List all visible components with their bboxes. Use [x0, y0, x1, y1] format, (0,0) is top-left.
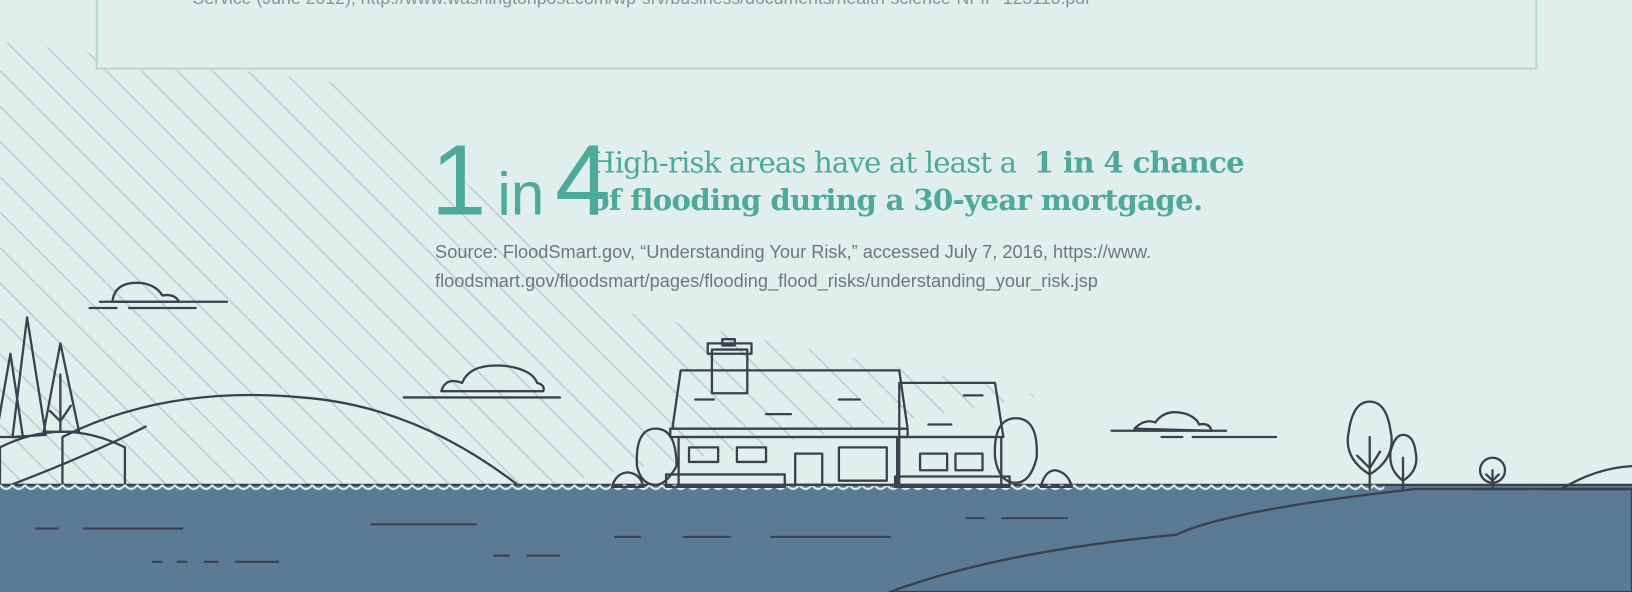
headline-emphasis: of flooding during a 30-year mortgage. [590, 183, 1202, 217]
page: {"top_note": {"text": "Service (June 201… [0, 0, 1632, 592]
note-text: Service (June 2012), http://www.washingt… [193, 0, 1091, 8]
infographic: Service (June 2012), http://www.washingt… [0, 0, 1632, 592]
source-line: floodsmart.gov/floodsmart/pages/flooding… [435, 271, 1098, 292]
water [0, 485, 1632, 592]
stat-number: 4 [555, 125, 611, 236]
stat-word: in [497, 159, 544, 227]
headline-text: High-risk areas have at least a [590, 146, 1016, 180]
note-box [97, 0, 1536, 69]
stat-number: 1 [431, 125, 487, 236]
source-line: Source: FloodSmart.gov, “Understanding Y… [435, 242, 1151, 262]
headline-emphasis: 1 in 4 chance [1034, 146, 1244, 180]
